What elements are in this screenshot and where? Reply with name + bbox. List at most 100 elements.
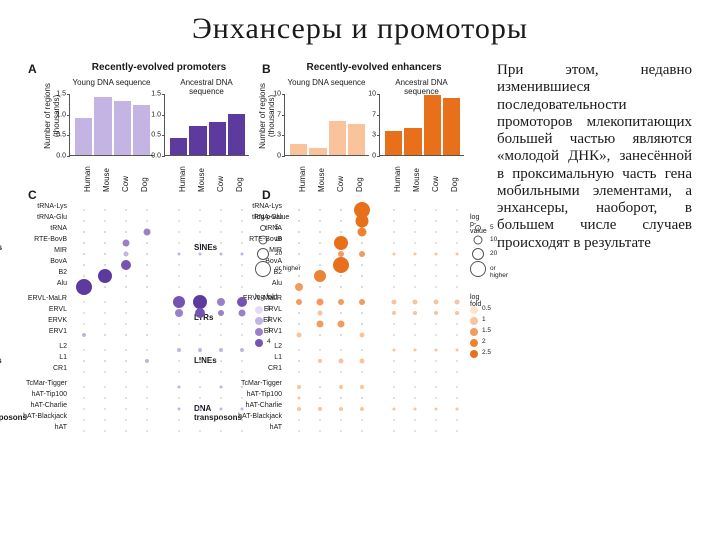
row-label: CR1 <box>15 365 67 372</box>
bubble <box>177 385 180 388</box>
bubble-empty <box>199 419 201 421</box>
bubble-empty <box>241 419 243 421</box>
bubble-empty <box>241 397 243 399</box>
bubble <box>220 385 223 388</box>
bubble-empty <box>456 286 458 288</box>
bubble-empty <box>178 360 180 362</box>
sub-title-2: Young DNA sequence <box>284 78 369 87</box>
bubble-empty <box>146 312 148 314</box>
bubble-empty <box>298 430 300 432</box>
bubble-empty <box>319 286 321 288</box>
bubble-empty <box>298 323 300 325</box>
bubble <box>413 311 417 315</box>
bubble-empty <box>319 253 321 255</box>
bubble-empty <box>220 371 222 373</box>
bubble <box>316 320 323 327</box>
bubble-empty <box>104 371 106 373</box>
bubble <box>455 311 459 315</box>
row-label: Alu <box>230 280 282 287</box>
bubble-empty <box>361 349 363 351</box>
bubble-empty <box>414 242 416 244</box>
legend-fold-label: 1.5 <box>482 327 491 334</box>
bubble <box>239 309 246 316</box>
bubble <box>339 358 344 363</box>
bubble-empty <box>220 419 222 421</box>
bubble-empty <box>456 275 458 277</box>
bubble-empty <box>298 242 300 244</box>
row-label: TcMar-Tigger <box>15 380 67 387</box>
bubble-empty <box>456 334 458 336</box>
bubble-empty <box>125 408 127 410</box>
bubble-empty <box>319 209 321 211</box>
bubble <box>359 251 365 257</box>
bubble-empty <box>435 209 437 211</box>
legend-fold-swatch <box>255 328 263 336</box>
bubble-empty <box>104 430 106 432</box>
bubble <box>198 252 201 255</box>
bubble-empty <box>414 275 416 277</box>
species-label: Mouse <box>197 168 206 192</box>
bubble-empty <box>125 286 127 288</box>
bubble-empty <box>178 371 180 373</box>
bubble-empty <box>83 323 85 325</box>
bubble-empty <box>456 323 458 325</box>
sub-title-0: Young DNA sequence <box>69 78 154 87</box>
row-label: TcMar-Tigger <box>230 380 282 387</box>
bubble-empty <box>220 360 222 362</box>
bubble-empty <box>298 253 300 255</box>
bubble-empty <box>83 430 85 432</box>
row-label: hAT-Tip100 <box>230 391 282 398</box>
bubble-empty <box>220 397 222 399</box>
legend-fold-label: 2.5 <box>482 349 491 356</box>
bubble-empty <box>241 334 243 336</box>
bubble-empty <box>435 220 437 222</box>
bubble-empty <box>104 253 106 255</box>
bubble-empty <box>361 275 363 277</box>
bubble-empty <box>104 286 106 288</box>
bubble <box>173 296 185 308</box>
legend-fold-swatch <box>470 306 478 314</box>
bubble-empty <box>125 430 127 432</box>
bubble <box>124 251 129 256</box>
bubble <box>338 320 345 327</box>
bubble <box>237 297 247 307</box>
bubble <box>456 252 459 255</box>
bubble-empty <box>178 275 180 277</box>
bubble-empty <box>319 264 321 266</box>
bubble <box>434 311 438 315</box>
bubble-empty <box>220 231 222 233</box>
bubble <box>338 299 344 305</box>
row-label: L2 <box>15 343 67 350</box>
bubble-empty <box>125 334 127 336</box>
legend-pvalue-circle <box>475 225 481 231</box>
bubble <box>356 214 369 227</box>
legend-fold-title: log fold <box>255 294 278 301</box>
bubble <box>220 407 223 410</box>
bubble <box>391 299 396 304</box>
bubble-empty <box>361 430 363 432</box>
row-label: hAT-Charlie <box>15 402 67 409</box>
bubble <box>296 332 301 337</box>
legend-fold-swatch <box>255 306 263 314</box>
legend-fold-swatch <box>470 350 478 358</box>
bubble-empty <box>146 349 148 351</box>
row-label: tRNA-Glu <box>15 214 67 221</box>
bubble-empty <box>361 264 363 266</box>
bubble-empty <box>340 430 342 432</box>
bubble-empty <box>319 397 321 399</box>
bubble-empty <box>104 349 106 351</box>
legend-fold-label: 2 <box>267 316 271 323</box>
bubble <box>241 407 244 410</box>
bubble <box>198 407 201 410</box>
panel-label-b: B <box>262 62 271 76</box>
row-label: ERVL-MaLR <box>15 295 67 302</box>
legend-fold-swatch <box>255 317 263 325</box>
bubble-empty <box>146 419 148 421</box>
bubble-empty <box>125 371 127 373</box>
row-label: hAT <box>15 424 67 431</box>
bubble <box>296 299 302 305</box>
bubble-empty <box>241 264 243 266</box>
row-label: Alu <box>15 280 67 287</box>
panel-label-c: C <box>28 188 37 202</box>
bubble <box>318 359 322 363</box>
